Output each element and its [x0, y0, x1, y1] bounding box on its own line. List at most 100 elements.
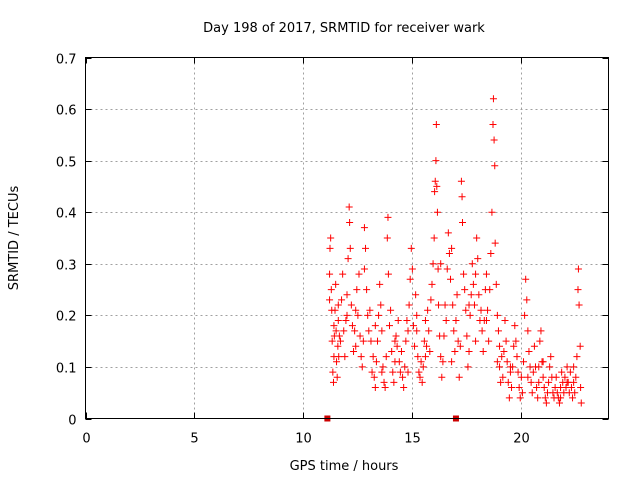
data-point [452, 317, 460, 325]
data-point [445, 249, 453, 257]
data-point [468, 260, 476, 268]
data-point [339, 270, 347, 278]
data-point [382, 353, 390, 361]
data-point [566, 368, 574, 376]
data-point [347, 301, 355, 309]
data-point [384, 213, 392, 221]
data-point [380, 378, 388, 386]
data-point [521, 311, 529, 319]
data-point [381, 384, 389, 392]
data-point [389, 368, 397, 376]
data-point [570, 378, 578, 386]
data-point [486, 286, 494, 294]
data-point [577, 399, 585, 407]
data-point [493, 358, 501, 366]
data-point [504, 378, 512, 386]
data-point [541, 394, 549, 402]
data-point [396, 368, 404, 376]
data-point [364, 311, 372, 319]
data-point [513, 353, 521, 361]
data-point [460, 270, 468, 278]
data-point [359, 337, 367, 345]
data-point [332, 327, 340, 335]
y-tick-label: 0.4 [56, 207, 77, 222]
data-point [472, 270, 480, 278]
data-point [563, 378, 571, 386]
data-point [416, 373, 424, 381]
data-point [357, 353, 365, 361]
data-point [328, 337, 336, 345]
data-point [553, 389, 561, 397]
data-point [413, 311, 421, 319]
data-point [371, 322, 379, 330]
data-point [440, 332, 448, 340]
data-point [326, 296, 334, 304]
data-point [421, 317, 429, 325]
data-point [432, 157, 440, 165]
data-point [539, 358, 547, 366]
x-tick-label: 15 [404, 432, 421, 447]
data-point [529, 368, 537, 376]
data-point [563, 363, 571, 371]
data-point [489, 121, 497, 129]
data-point [491, 162, 499, 170]
data-point [429, 260, 437, 268]
data-point [528, 389, 536, 397]
data-point [401, 363, 409, 371]
data-point [450, 327, 458, 335]
data-point [448, 358, 456, 366]
data-point [374, 337, 382, 345]
data-point [434, 265, 442, 273]
data-point [332, 280, 340, 288]
data-point [455, 373, 463, 381]
data-point [454, 337, 462, 345]
data-point [417, 358, 425, 366]
data-point [475, 291, 483, 299]
data-point [400, 384, 408, 392]
data-point [404, 368, 412, 376]
data-point [409, 322, 417, 330]
data-point [466, 311, 474, 319]
data-point [487, 249, 495, 257]
data-point [511, 322, 519, 330]
data-point [439, 358, 447, 366]
data-point [527, 378, 535, 386]
data-points [326, 95, 585, 407]
data-point [502, 337, 510, 345]
data-point [385, 322, 393, 330]
y-tick-label: 0.7 [56, 53, 77, 68]
data-point [465, 347, 473, 355]
data-point [375, 311, 383, 319]
data-point [569, 394, 577, 402]
data-point [575, 301, 583, 309]
data-point [474, 255, 482, 263]
data-point [555, 399, 563, 407]
x-axis-label: GPS time / hours [290, 459, 399, 474]
data-point [352, 306, 360, 314]
data-point [570, 363, 578, 371]
data-point [462, 306, 470, 314]
data-point [482, 317, 490, 325]
data-point [524, 327, 532, 335]
data-point [433, 208, 441, 216]
data-point [424, 306, 432, 314]
data-point [331, 306, 339, 314]
data-point [488, 208, 496, 216]
y-axis-label: SRMTID / TECUs [7, 186, 22, 291]
data-point [510, 342, 518, 350]
data-point [432, 121, 440, 129]
data-point [353, 286, 361, 294]
data-point [567, 384, 575, 392]
data-point [412, 291, 420, 299]
data-point [535, 378, 543, 386]
data-point [384, 270, 392, 278]
data-point [489, 95, 497, 103]
data-point [534, 394, 542, 402]
data-point [458, 219, 466, 227]
data-point [378, 327, 386, 335]
data-point [342, 317, 350, 325]
data-point [539, 373, 547, 381]
data-point [350, 347, 358, 355]
data-point [346, 219, 354, 227]
data-point [348, 322, 356, 330]
